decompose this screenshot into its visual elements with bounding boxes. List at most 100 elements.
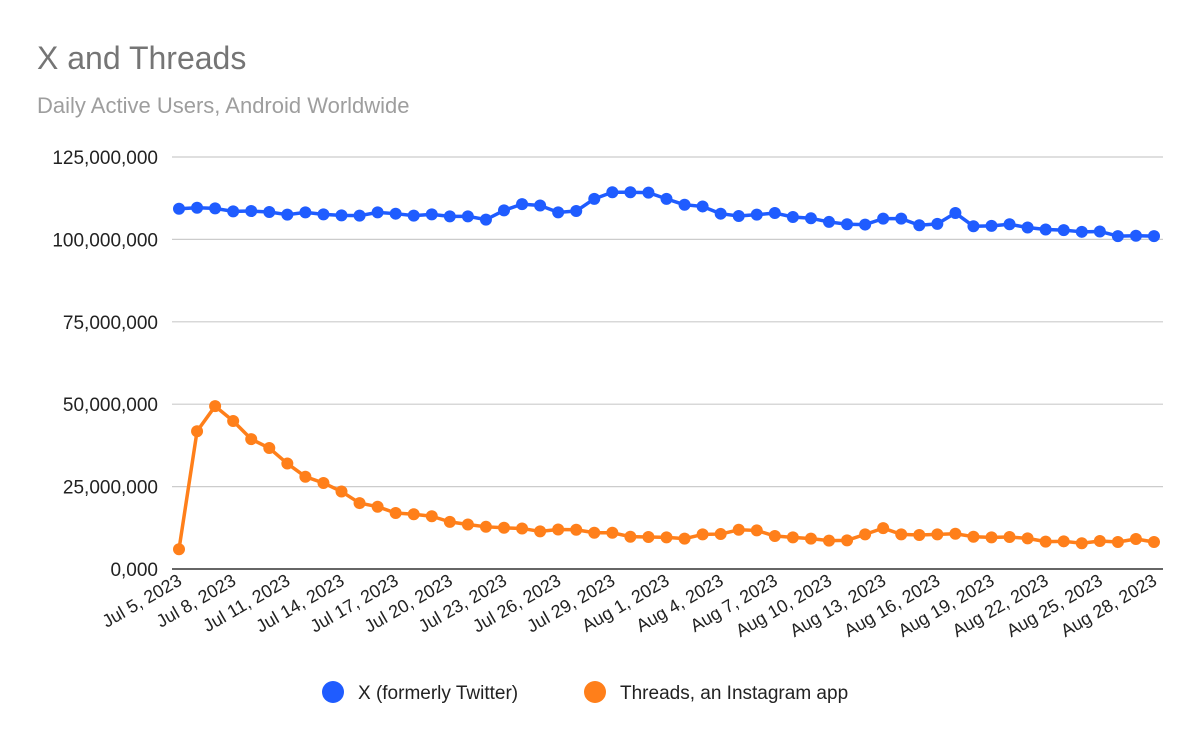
data-point [931, 217, 944, 230]
data-point [443, 210, 456, 223]
data-point [714, 207, 727, 220]
data-point [768, 530, 781, 543]
y-tick-label: 50,000,000 [63, 395, 158, 416]
data-point [696, 528, 709, 541]
data-point [841, 534, 854, 547]
series-1 [173, 400, 1160, 556]
data-point [516, 198, 529, 211]
data-point [317, 208, 330, 221]
data-point [624, 530, 637, 543]
data-point [696, 200, 709, 213]
data-point [534, 199, 547, 212]
data-point [191, 201, 204, 214]
data-point [570, 205, 583, 218]
data-point [173, 202, 185, 215]
y-tick-label: 100,000,000 [52, 230, 158, 251]
data-point [479, 520, 492, 533]
y-tick-label: 75,000,000 [63, 313, 158, 334]
data-point [263, 206, 276, 219]
data-point [317, 476, 330, 489]
data-point [931, 528, 944, 541]
data-point [1129, 229, 1142, 242]
data-point [227, 415, 240, 428]
data-point [1021, 532, 1034, 545]
data-point [227, 205, 240, 218]
y-tick-label: 25,000,000 [63, 478, 158, 499]
data-point [859, 218, 872, 231]
data-point [606, 526, 619, 539]
data-point [949, 207, 962, 220]
data-point [461, 210, 474, 223]
legend-swatch [322, 681, 344, 703]
data-point [371, 500, 384, 513]
data-point [588, 526, 601, 539]
data-point [985, 531, 998, 544]
data-point [263, 442, 276, 455]
chart-title: X and Threads [37, 40, 246, 76]
data-point [750, 208, 763, 221]
data-point [786, 531, 799, 544]
data-point [389, 207, 402, 220]
data-point [895, 528, 908, 541]
data-point [552, 523, 565, 536]
data-point [642, 186, 655, 199]
data-point [1003, 218, 1016, 231]
data-point [461, 518, 474, 531]
data-point [913, 529, 926, 542]
data-point [1148, 535, 1160, 548]
data-point [371, 206, 384, 219]
data-point [1039, 535, 1052, 548]
data-point [985, 219, 998, 232]
data-point [750, 524, 763, 537]
chart-subtitle: Daily Active Users, Android Worldwide [37, 93, 410, 118]
data-point [768, 207, 781, 220]
data-point [1129, 533, 1142, 546]
data-point [1111, 535, 1124, 548]
data-point [877, 212, 890, 225]
data-point [1093, 225, 1106, 238]
data-point [389, 506, 402, 519]
data-point [498, 521, 510, 534]
data-point [642, 531, 655, 544]
data-point [895, 212, 908, 225]
data-point [678, 532, 691, 545]
data-point [823, 534, 835, 547]
data-point [1039, 223, 1052, 236]
data-point [732, 209, 745, 222]
data-point [281, 208, 294, 221]
y-tick-label: 125,000,000 [52, 148, 158, 169]
data-point [498, 204, 510, 217]
data-point [299, 206, 312, 219]
legend-item: X (formerly Twitter) [322, 681, 518, 704]
data-point [804, 212, 817, 225]
data-point [281, 457, 294, 470]
data-point [353, 209, 366, 222]
data-point [353, 497, 366, 510]
data-point [191, 425, 204, 438]
data-point [335, 209, 348, 222]
data-point [1057, 224, 1070, 237]
data-point [714, 528, 727, 541]
data-point [245, 433, 258, 446]
legend-label: X (formerly Twitter) [358, 683, 518, 704]
data-point [660, 531, 673, 544]
data-point [1075, 225, 1088, 238]
data-point [786, 210, 799, 223]
data-point [967, 220, 980, 233]
data-point [209, 202, 222, 215]
data-point [479, 213, 492, 226]
data-point [209, 400, 222, 413]
data-point [299, 470, 312, 483]
data-point [552, 206, 565, 219]
data-point [732, 523, 745, 536]
data-point [407, 209, 420, 222]
y-tick-label: 0,000 [110, 560, 158, 581]
data-point [877, 522, 890, 535]
data-point [425, 510, 438, 523]
data-point [335, 485, 348, 498]
legend-item: Threads, an Instagram app [584, 681, 848, 704]
data-point [1148, 230, 1160, 243]
data-point [823, 215, 835, 228]
data-point [516, 522, 529, 535]
data-point [624, 186, 637, 199]
